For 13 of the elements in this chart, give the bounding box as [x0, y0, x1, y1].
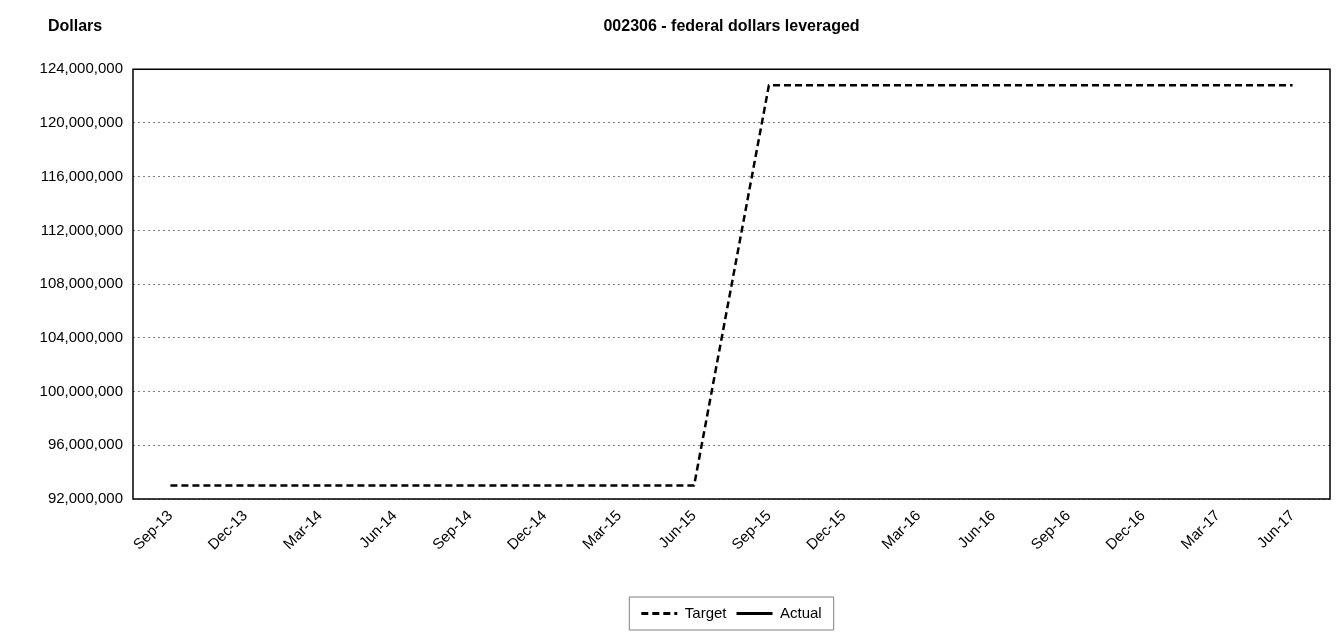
y-tick-label: 120,000,000 [39, 113, 123, 131]
y-tick-label: 116,000,000 [40, 166, 123, 184]
y-tick-label: 92,000,000 [47, 489, 123, 507]
y-tick-label: 96,000,000 [47, 435, 123, 453]
y-tick-label: 112,000,000 [40, 220, 123, 238]
chart-title: 002306 - federal dollars leveraged [603, 17, 860, 35]
y-tick-label: 104,000,000 [39, 327, 123, 345]
y-tick-label: 108,000,000 [39, 274, 123, 292]
legend-label: Target [684, 603, 728, 621]
y-tick-label: 100,000,000 [39, 381, 123, 399]
y-tick-label: 124,000,000 [39, 59, 123, 77]
legend-label: Actual [780, 603, 822, 621]
y-axis-title: Dollars [48, 17, 103, 35]
